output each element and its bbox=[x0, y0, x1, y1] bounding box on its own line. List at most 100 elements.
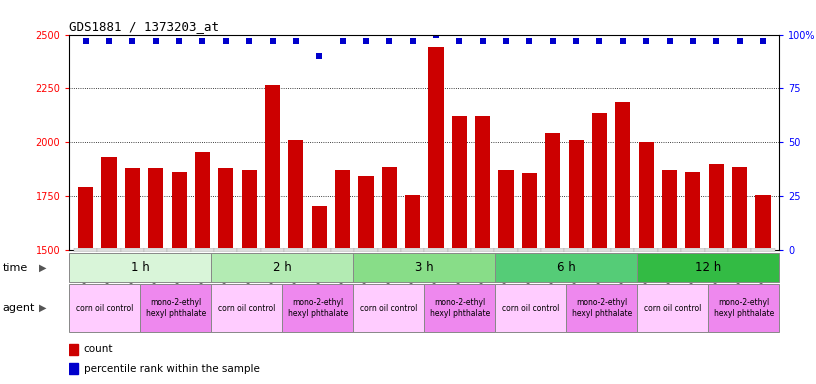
Bar bbox=[101, 157, 117, 250]
Point bbox=[383, 38, 396, 44]
Bar bbox=[312, 205, 327, 250]
Point bbox=[477, 38, 490, 44]
Bar bbox=[611, 248, 635, 252]
Bar bbox=[353, 253, 495, 282]
Text: corn oil control: corn oil control bbox=[76, 304, 134, 313]
Text: GDS1881 / 1373203_at: GDS1881 / 1373203_at bbox=[69, 20, 220, 33]
Point bbox=[242, 38, 255, 44]
Point bbox=[313, 53, 326, 59]
Bar bbox=[728, 248, 752, 252]
Point bbox=[499, 38, 512, 44]
Bar bbox=[681, 248, 704, 252]
Text: count: count bbox=[83, 344, 113, 354]
Point bbox=[290, 38, 303, 44]
Bar bbox=[144, 248, 167, 252]
Bar bbox=[615, 102, 631, 250]
Bar bbox=[69, 363, 78, 374]
Bar bbox=[405, 195, 420, 250]
Bar bbox=[635, 248, 658, 252]
Point bbox=[359, 38, 372, 44]
Point bbox=[336, 38, 349, 44]
Bar bbox=[569, 140, 583, 250]
Bar bbox=[288, 140, 304, 250]
Text: corn oil control: corn oil control bbox=[360, 304, 418, 313]
Bar bbox=[211, 253, 353, 282]
Bar bbox=[494, 248, 517, 252]
Bar bbox=[358, 177, 374, 250]
Bar bbox=[140, 284, 211, 332]
Point bbox=[593, 38, 606, 44]
Text: 3 h: 3 h bbox=[415, 262, 433, 274]
Bar bbox=[541, 248, 565, 252]
Point bbox=[523, 38, 536, 44]
Text: time: time bbox=[2, 263, 28, 273]
Bar bbox=[401, 248, 424, 252]
Bar bbox=[452, 116, 467, 250]
Bar bbox=[378, 248, 401, 252]
Text: corn oil control: corn oil control bbox=[502, 304, 560, 313]
Bar bbox=[125, 168, 140, 250]
Point bbox=[406, 38, 419, 44]
Bar bbox=[69, 284, 140, 332]
Bar bbox=[121, 248, 144, 252]
Text: mono-2-ethyl
hexyl phthalate: mono-2-ethyl hexyl phthalate bbox=[146, 298, 206, 318]
Bar bbox=[242, 170, 257, 250]
Text: 2 h: 2 h bbox=[273, 262, 291, 274]
Bar bbox=[495, 284, 566, 332]
Bar bbox=[471, 248, 494, 252]
Bar bbox=[78, 187, 93, 250]
Point bbox=[453, 38, 466, 44]
Bar bbox=[637, 253, 779, 282]
Bar bbox=[545, 134, 561, 250]
Bar bbox=[191, 248, 214, 252]
Point bbox=[103, 38, 116, 44]
Bar bbox=[74, 248, 97, 252]
Bar bbox=[685, 172, 700, 250]
Point bbox=[710, 38, 723, 44]
Bar bbox=[265, 85, 280, 250]
Text: agent: agent bbox=[2, 303, 35, 313]
Bar bbox=[331, 248, 354, 252]
Point bbox=[570, 38, 583, 44]
Text: mono-2-ethyl
hexyl phthalate: mono-2-ethyl hexyl phthalate bbox=[572, 298, 632, 318]
Bar bbox=[69, 253, 211, 282]
Bar bbox=[428, 48, 444, 250]
Bar bbox=[261, 248, 284, 252]
Bar bbox=[637, 284, 708, 332]
Bar bbox=[704, 248, 728, 252]
Point bbox=[173, 38, 186, 44]
Text: corn oil control: corn oil control bbox=[218, 304, 276, 313]
Bar bbox=[214, 248, 237, 252]
Bar bbox=[354, 248, 378, 252]
Bar bbox=[424, 248, 448, 252]
Point bbox=[79, 38, 92, 44]
Bar bbox=[195, 152, 210, 250]
Point bbox=[196, 38, 209, 44]
Text: 6 h: 6 h bbox=[557, 262, 575, 274]
Bar bbox=[282, 284, 353, 332]
Bar bbox=[475, 116, 490, 250]
Bar bbox=[171, 172, 187, 250]
Text: mono-2-ethyl
hexyl phthalate: mono-2-ethyl hexyl phthalate bbox=[288, 298, 348, 318]
Bar bbox=[662, 170, 677, 250]
Bar bbox=[448, 248, 471, 252]
Bar bbox=[97, 248, 121, 252]
Bar bbox=[218, 168, 233, 250]
Text: corn oil control: corn oil control bbox=[644, 304, 702, 313]
Text: mono-2-ethyl
hexyl phthalate: mono-2-ethyl hexyl phthalate bbox=[430, 298, 490, 318]
Bar bbox=[499, 170, 513, 250]
Bar bbox=[708, 164, 724, 250]
Bar bbox=[517, 248, 541, 252]
Bar bbox=[284, 248, 308, 252]
Bar bbox=[521, 173, 537, 250]
Point bbox=[686, 38, 699, 44]
Bar bbox=[308, 248, 331, 252]
Bar bbox=[353, 284, 424, 332]
Bar bbox=[335, 170, 350, 250]
Bar bbox=[149, 168, 163, 250]
Point bbox=[149, 38, 162, 44]
Point bbox=[640, 38, 653, 44]
Text: mono-2-ethyl
hexyl phthalate: mono-2-ethyl hexyl phthalate bbox=[714, 298, 774, 318]
Bar bbox=[752, 248, 774, 252]
Point bbox=[429, 31, 442, 38]
